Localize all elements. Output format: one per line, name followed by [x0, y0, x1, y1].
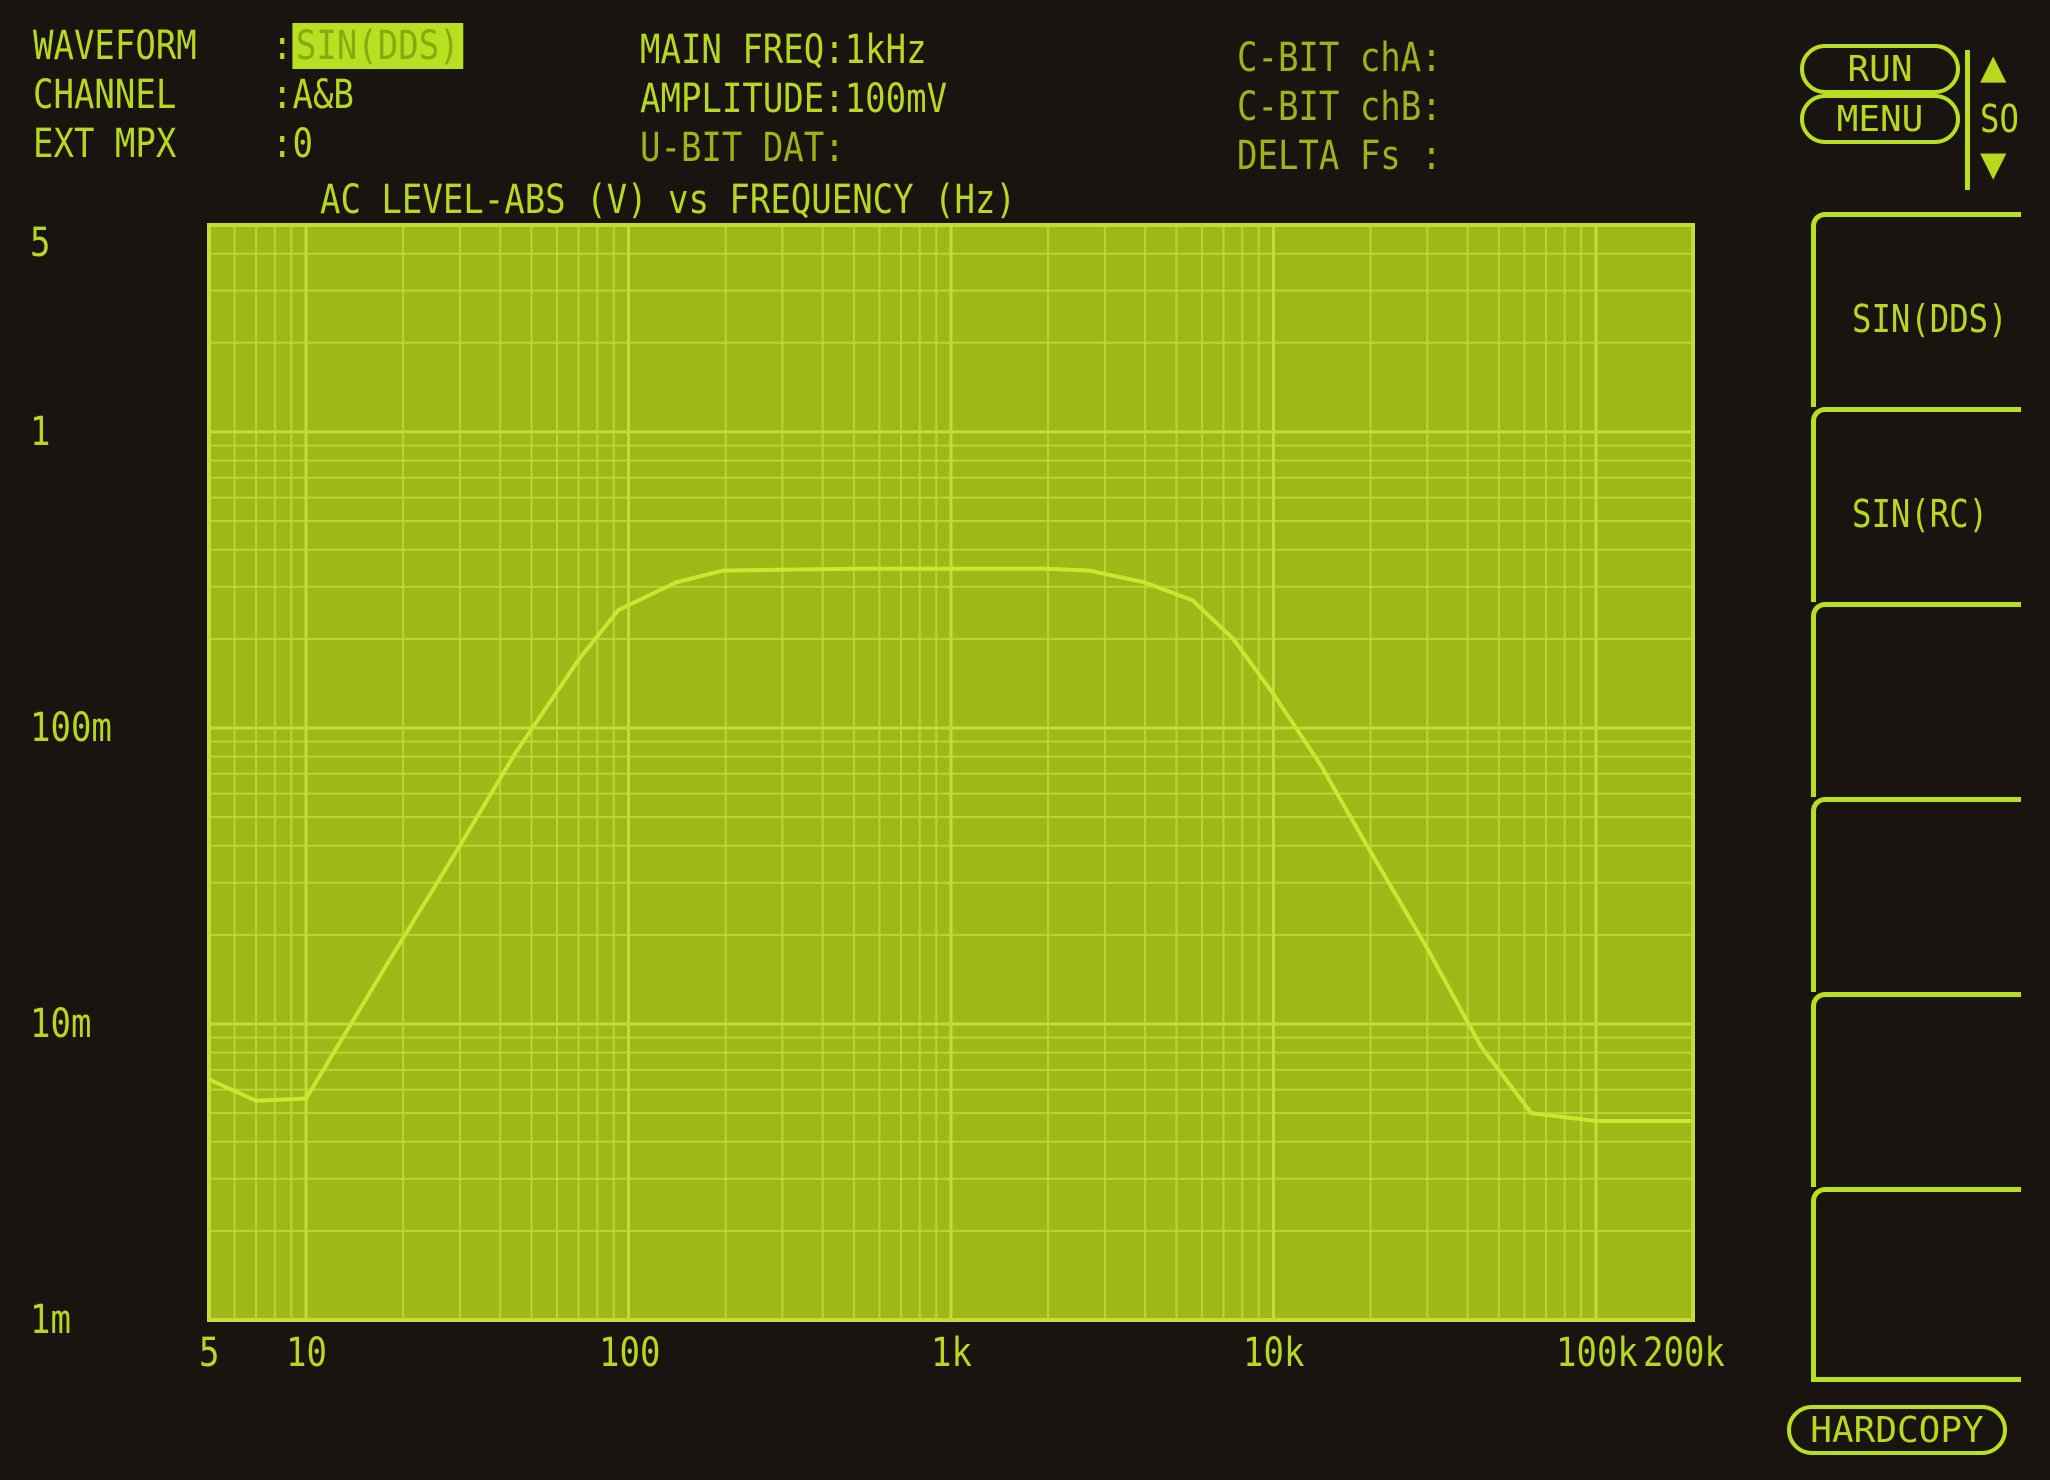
x-tick-label: 10k [1243, 1330, 1305, 1376]
c-bit-cha: C-BIT chA: [1237, 35, 1442, 81]
y-tick-label: 1m [30, 1297, 71, 1343]
run-button[interactable]: RUN [1800, 44, 1960, 94]
waveform-label: WAVEFORM [33, 23, 197, 69]
softkey-2[interactable]: SIN(RC) [1811, 407, 2021, 602]
c-bit-chb: C-BIT chB: [1237, 84, 1442, 130]
menu-button[interactable]: MENU [1800, 94, 1960, 144]
channel-label: CHANNEL [33, 72, 177, 118]
softkey-4[interactable] [1811, 797, 2021, 992]
y-tick-label: 10m [30, 1000, 92, 1047]
y-tick-label: 100m [30, 704, 112, 751]
down-arrow-icon[interactable]: ▼ [1980, 138, 2007, 189]
y-tick-label: 1 [30, 408, 51, 455]
waveform-value[interactable]: SIN(DDS) [292, 23, 464, 69]
x-tick-label: 1k [931, 1330, 972, 1376]
softkey-6[interactable] [1811, 1187, 2021, 1382]
softkey-5[interactable] [1811, 992, 2021, 1187]
x-tick-label: 200k [1643, 1330, 1725, 1376]
u-bit-dat: U-BIT DAT: [640, 125, 845, 171]
x-tick-label: 100k [1555, 1330, 1638, 1376]
up-arrow-icon[interactable]: ▲ [1980, 41, 2007, 92]
ext-mpx-label: EXT MPX [33, 121, 177, 167]
softkey-1[interactable]: SIN(DDS) [1811, 212, 2021, 407]
softkey-label: SIN(DDS) [1852, 297, 2008, 341]
main-freq: MAIN FREQ:1kHz [640, 27, 927, 73]
softkey-label: SIN(RC) [1852, 492, 1989, 536]
softkey-bottom-line [1811, 1377, 2021, 1382]
x-tick-label: 100 [598, 1330, 660, 1376]
chart-title: AC LEVEL-ABS (V) vs FREQUENCY (Hz) [320, 177, 1016, 223]
x-tick-label: 10 [286, 1330, 328, 1376]
channel-value: :A&B [272, 72, 354, 118]
so-label: SO [1980, 97, 2019, 141]
hardcopy-button[interactable]: HARDCOPY [1787, 1405, 2007, 1455]
x-tick-label: 5 [199, 1330, 220, 1376]
softkey-3[interactable] [1811, 602, 2021, 797]
ext-mpx-value: :0 [272, 121, 313, 167]
amplitude: AMPLITUDE:100mV [640, 76, 948, 122]
y-tick-label: 5 [30, 220, 51, 266]
delta-fs: DELTA Fs : [1237, 133, 1442, 179]
trace-line [208, 566, 1693, 1123]
waveform-colon: :SIN(DDS) [272, 23, 464, 69]
divider [1965, 50, 1970, 190]
